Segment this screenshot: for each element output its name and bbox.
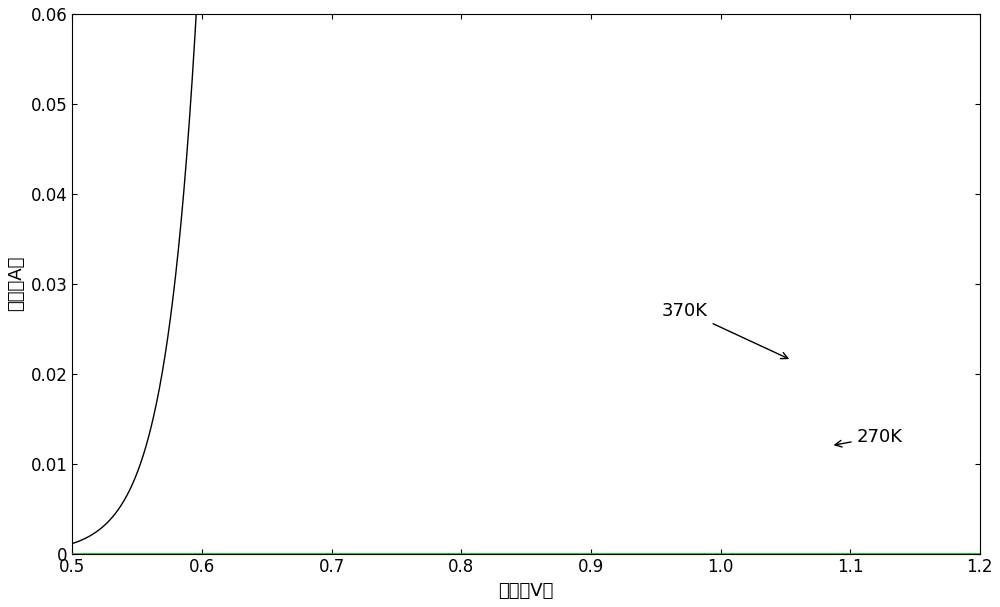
X-axis label: 电压（V）: 电压（V）: [498, 582, 554, 600]
Text: 270K: 270K: [835, 428, 903, 447]
Text: 370K: 370K: [662, 302, 788, 359]
Y-axis label: 电流（A）: 电流（A）: [7, 256, 25, 311]
